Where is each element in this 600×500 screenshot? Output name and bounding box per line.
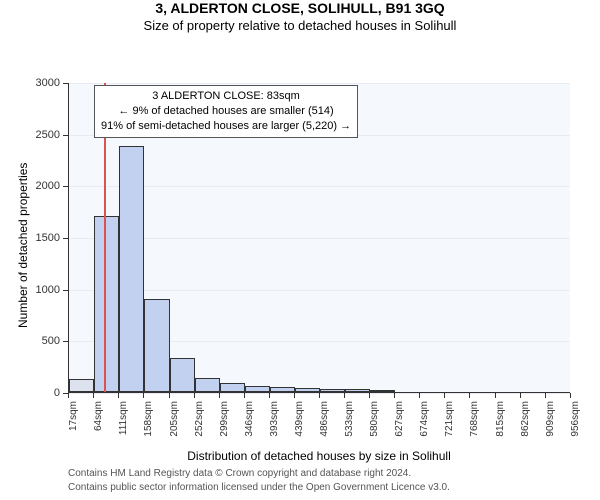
y-tick-label: 1000 bbox=[0, 284, 60, 296]
annotation-line: 91% of semi-detached houses are larger (… bbox=[101, 119, 351, 134]
page-title: 3, ALDERTON CLOSE, SOLIHULL, B91 3GQ bbox=[0, 0, 600, 16]
x-tick bbox=[319, 393, 320, 398]
y-tick-label: 500 bbox=[0, 335, 60, 347]
footer-line: Contains public sector information licen… bbox=[68, 481, 580, 495]
x-tick-label: 627sqm bbox=[394, 401, 405, 451]
histogram-bar bbox=[170, 358, 195, 392]
x-tick-label: 439sqm bbox=[294, 401, 305, 451]
x-tick-label: 393sqm bbox=[269, 401, 280, 451]
y-tick bbox=[63, 238, 68, 239]
y-tick bbox=[63, 341, 68, 342]
x-tick-label: 17sqm bbox=[68, 401, 79, 451]
annotation-box: 3 ALDERTON CLOSE: 83sqm← 9% of detached … bbox=[94, 85, 358, 138]
x-tick-label: 580sqm bbox=[369, 401, 380, 451]
x-tick-label: 674sqm bbox=[419, 401, 430, 451]
x-tick bbox=[495, 393, 496, 398]
x-tick-label: 252sqm bbox=[194, 401, 205, 451]
x-tick-label: 486sqm bbox=[319, 401, 330, 451]
y-tick bbox=[63, 186, 68, 187]
x-tick bbox=[419, 393, 420, 398]
x-tick-label: 346sqm bbox=[244, 401, 255, 451]
x-tick bbox=[244, 393, 245, 398]
x-tick-label: 956sqm bbox=[570, 401, 581, 451]
x-tick bbox=[143, 393, 144, 398]
x-tick-label: 768sqm bbox=[469, 401, 480, 451]
y-tick bbox=[63, 290, 68, 291]
histogram-bar bbox=[220, 383, 245, 392]
x-tick bbox=[118, 393, 119, 398]
y-tick-label: 2000 bbox=[0, 180, 60, 192]
x-tick bbox=[194, 393, 195, 398]
x-tick-label: 158sqm bbox=[143, 401, 154, 451]
x-tick bbox=[369, 393, 370, 398]
attribution-footer: Contains HM Land Registry data © Crown c… bbox=[68, 467, 580, 494]
y-tick bbox=[63, 83, 68, 84]
page-subtitle: Size of property relative to detached ho… bbox=[0, 18, 600, 33]
histogram-bar bbox=[195, 378, 220, 392]
histogram-bar bbox=[370, 390, 395, 392]
footer-line: Contains HM Land Registry data © Crown c… bbox=[68, 467, 580, 481]
x-tick bbox=[219, 393, 220, 398]
x-tick bbox=[344, 393, 345, 398]
x-tick bbox=[294, 393, 295, 398]
gridline bbox=[69, 83, 570, 84]
x-tick bbox=[169, 393, 170, 398]
histogram-bar bbox=[295, 388, 320, 392]
annotation-line: ← 9% of detached houses are smaller (514… bbox=[101, 104, 351, 119]
x-tick-label: 533sqm bbox=[344, 401, 355, 451]
x-tick bbox=[444, 393, 445, 398]
histogram-bar bbox=[119, 146, 144, 392]
y-tick-label: 1500 bbox=[0, 232, 60, 244]
x-tick bbox=[269, 393, 270, 398]
x-tick-label: 205sqm bbox=[169, 401, 180, 451]
x-tick-label: 862sqm bbox=[520, 401, 531, 451]
x-tick bbox=[93, 393, 94, 398]
y-tick-label: 2500 bbox=[0, 129, 60, 141]
x-tick bbox=[570, 393, 571, 398]
annotation-line: 3 ALDERTON CLOSE: 83sqm bbox=[101, 89, 351, 104]
histogram-bar bbox=[144, 299, 169, 392]
histogram-bar bbox=[345, 389, 370, 392]
y-tick-label: 0 bbox=[0, 387, 60, 399]
x-tick-label: 299sqm bbox=[219, 401, 230, 451]
x-tick bbox=[469, 393, 470, 398]
y-tick-label: 3000 bbox=[0, 77, 60, 89]
x-tick-label: 64sqm bbox=[93, 401, 104, 451]
x-tick bbox=[545, 393, 546, 398]
histogram-bar bbox=[270, 387, 295, 392]
x-tick-label: 815sqm bbox=[495, 401, 506, 451]
x-tick-label: 111sqm bbox=[118, 401, 129, 451]
histogram-bar bbox=[245, 386, 270, 392]
chart-container: Number of detached properties Distributi… bbox=[0, 33, 600, 443]
x-tick-label: 909sqm bbox=[545, 401, 556, 451]
histogram-bar bbox=[320, 389, 345, 392]
histogram-bar bbox=[94, 216, 119, 392]
x-tick-label: 721sqm bbox=[444, 401, 455, 451]
y-tick bbox=[63, 135, 68, 136]
x-tick bbox=[520, 393, 521, 398]
histogram-bar bbox=[69, 379, 94, 392]
x-tick bbox=[68, 393, 69, 398]
x-axis-title: Distribution of detached houses by size … bbox=[68, 449, 570, 463]
x-tick bbox=[394, 393, 395, 398]
